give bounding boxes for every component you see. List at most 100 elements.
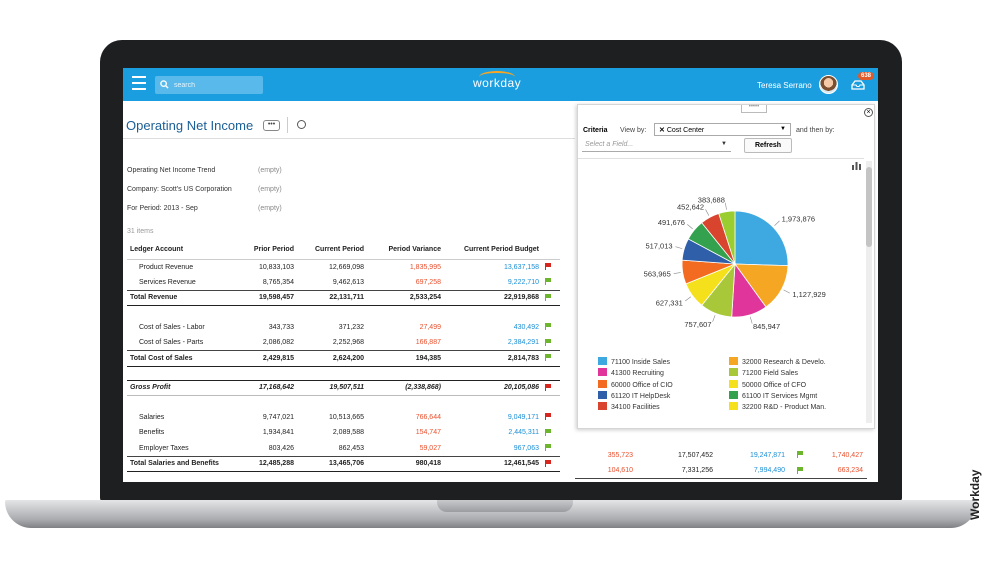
legend-swatch [598, 379, 607, 388]
green-flag-icon [797, 466, 803, 474]
column-header[interactable]: Ledger Account [127, 241, 239, 260]
table-row[interactable]: Cost of Sales - Parts 2,086,082 2,252,968 1… [127, 335, 560, 351]
overflow-body: 355,723 17,507,452 19,247,871 1,740,427 104,… [575, 432, 867, 482]
remove-icon[interactable]: ✕ [659, 127, 665, 134]
filter-label: Company: Scott's US Corporation [127, 186, 232, 193]
search-input[interactable] [174, 77, 258, 93]
status-flag-cell [789, 432, 807, 448]
table-row[interactable]: Total Revenue 19,598,457 22,131,711 2,533,2… [127, 289, 560, 306]
legend-item[interactable]: 71100 Inside Sales [598, 357, 670, 366]
slice-leader-line [685, 296, 692, 302]
scrollbar-thumb[interactable] [866, 167, 872, 247]
filter-row: Company: Scott's US Corporation (empty) [127, 186, 282, 193]
budget-cell: 22,919,868 [444, 289, 542, 306]
budget-cell[interactable]: 9,222,710 [507, 278, 539, 286]
table-row[interactable]: Benefits 1,934,841 2,089,588 154,747 2,445,3… [127, 425, 560, 441]
slice-value-label: 757,607 [684, 320, 711, 329]
pie-slice[interactable] [734, 210, 789, 267]
legend-label: 41300 Recruiting [611, 370, 664, 378]
budget-cell[interactable]: 2,384,291 [507, 339, 539, 346]
criteria-label: Criteria [583, 127, 608, 134]
scrollbar-track[interactable] [866, 161, 872, 423]
status-flag-cell [542, 275, 560, 291]
inbox-icon[interactable] [851, 80, 865, 90]
slice-leader-line [687, 224, 693, 230]
field-select[interactable]: Select a Field... ▼ [582, 139, 731, 152]
table-row[interactable]: Gross Profit 17,168,642 19,507,511 (2,338,8… [127, 379, 560, 396]
table-row[interactable]: Cost of Sales - Labor 343,733 371,232 27,49… [127, 320, 560, 336]
extra-cell [807, 432, 867, 448]
search-box[interactable] [155, 76, 263, 94]
red-flag-icon [545, 263, 551, 270]
avatar[interactable] [819, 75, 838, 94]
column-header[interactable]: Period Variance [367, 241, 444, 260]
account-cell: Total Cost of Sales [127, 350, 239, 367]
laptop-base [5, 500, 977, 528]
legend-item[interactable]: 34100 Facilities [598, 402, 660, 411]
chart-type-icon[interactable] [852, 161, 861, 170]
legend-item[interactable]: 71200 Field Sales [729, 368, 798, 377]
notification-badge[interactable]: 638 [858, 72, 875, 80]
pie-slice[interactable] [718, 210, 736, 265]
extra-cell: 7,331,256 [681, 467, 713, 474]
table-row[interactable]: Product Revenue 10,833,103 12,669,098 1,835… [127, 259, 560, 275]
budget-cell[interactable]: 2,445,311 [508, 429, 539, 437]
table-row[interactable]: Total Cost of Sales 2,429,815 2,624,200 194… [127, 350, 560, 367]
legend-item[interactable]: 32000 Research & Develo. [729, 357, 826, 366]
green-flag-icon [545, 278, 551, 285]
extra-cell [575, 432, 637, 448]
account-cell: Services Revenue [139, 278, 196, 286]
budget-cell[interactable]: 430,492 [513, 323, 539, 331]
watermark: Workday [968, 469, 982, 520]
legend-item[interactable]: 60000 Office of CIO [598, 379, 673, 389]
drag-handle[interactable]: ••••• [741, 104, 767, 113]
legend-item[interactable]: 50000 Office of CFO [729, 379, 806, 389]
current-period-cell: 862,453 [338, 444, 364, 452]
variance-cell: 154,747 [415, 429, 441, 437]
table-row[interactable]: Total Salaries and Benefits 12,485,288 13,… [127, 455, 560, 472]
hamburger-menu-icon[interactable] [132, 76, 146, 92]
budget-cell: 12,461,545 [444, 455, 542, 472]
legend-label: 61100 IT Services Mgmt [742, 392, 818, 400]
legend-swatch [729, 390, 738, 399]
globe-icon[interactable] [297, 120, 306, 129]
status-flag-cell [542, 335, 560, 351]
budget-cell[interactable]: 13,637,158 [503, 263, 539, 271]
status-flag-cell [542, 425, 560, 441]
extra-cell: 104,610 [607, 467, 633, 474]
budget-cell[interactable]: 967,063 [513, 444, 539, 452]
filter-value: (empty) [258, 186, 282, 193]
table-row[interactable]: Salaries 9,747,021 10,513,665 766,644 9,049,… [127, 410, 560, 426]
column-header[interactable]: Current Period [297, 241, 367, 260]
status-flag-cell [789, 478, 807, 482]
column-header[interactable]: Prior Period [239, 241, 297, 260]
legend-item[interactable]: 61120 IT HelpDesk [598, 390, 670, 400]
legend-swatch [598, 368, 607, 377]
status-flag-cell [542, 455, 560, 472]
current-period-cell: 22,131,711 [297, 289, 367, 306]
close-icon[interactable]: × [864, 108, 873, 117]
account-cell: Gross Profit [127, 379, 239, 396]
legend-item[interactable]: 61100 IT Services Mgmt [729, 390, 818, 400]
prior-period-cell: 10,833,103 [258, 263, 294, 271]
red-flag-icon [545, 459, 551, 467]
table-row[interactable]: Services Revenue 8,765,354 9,462,613 697,25… [127, 275, 560, 291]
legend-swatch [729, 368, 738, 377]
spacer-row [127, 396, 560, 410]
current-period-cell: 10,513,665 [328, 413, 364, 421]
budget-cell[interactable]: 9,049,171 [507, 413, 539, 421]
more-actions-button[interactable]: ••• [263, 120, 280, 131]
slice-leader-line [675, 246, 683, 249]
budget-cell: 20,105,086 [444, 379, 542, 396]
extra-cell: 113,186,551 [637, 478, 717, 482]
red-flag-icon [545, 383, 551, 391]
legend-item[interactable]: 41300 Recruiting [598, 368, 664, 377]
user-name[interactable]: Teresa Serrano [757, 81, 812, 90]
legend-swatch [598, 357, 607, 365]
refresh-button[interactable]: Refresh [744, 138, 792, 153]
view-by-select[interactable]: ✕ Cost Center ▼ [654, 123, 791, 136]
table-row[interactable]: Employer Taxes 803,426 862,453 59,027 967,06… [127, 441, 560, 457]
extra-cell: 1,740,427 [831, 451, 863, 459]
legend-item[interactable]: 32200 R&D - Product Man. [729, 402, 826, 411]
column-header[interactable]: Current Period Budget [444, 241, 542, 260]
